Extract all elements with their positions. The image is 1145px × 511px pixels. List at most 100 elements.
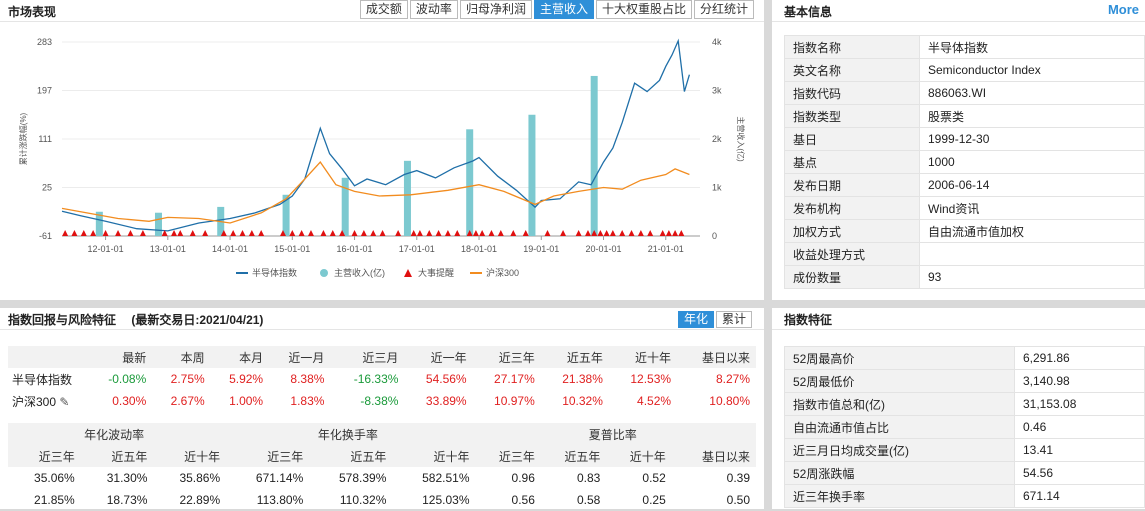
toggle-cumulative[interactable]: 累计 [715,311,752,328]
event-marker [370,230,377,236]
returns-cell: 10.97% [494,394,535,408]
basic-info-key: 发布机构 [784,196,920,220]
semiconductor-index-line [61,38,691,232]
risk-group-header: 夏普比率 [475,423,756,445]
risk-col-header: 近五年 [80,445,154,467]
returns-cell: 1.00% [229,394,264,408]
y-left-axis-label: 累计涨跌幅(%) [18,112,28,165]
revenue-bar [341,177,349,236]
event-marker [177,230,184,236]
risk-cell: 113.80% [256,493,304,507]
risk-cell: 0.58 [576,493,601,507]
y-right-tick-label: 0 [712,231,717,241]
returns-row-name[interactable]: 沪深300 ✎ [8,390,88,412]
event-marker [560,230,567,236]
x-tick-label: 19-01-01 [523,244,559,254]
returns-cell: 5.92% [229,372,264,386]
risk-group-header: 年化波动率 [8,423,227,445]
risk-cell: 0.25 [642,493,666,507]
returns-row-label: 半导体指数 [12,372,73,387]
basic-info-row: 英文名称 Semiconductor Index [784,58,1145,82]
feature-value: 6,291.86 [1014,346,1145,370]
basic-info-row: 基日 1999-12-30 [784,127,1145,151]
risk-group-header: 年化换手率 [226,423,476,445]
event-marker [220,230,227,236]
risk-col-header: 近五年 [309,445,393,467]
event-marker [307,230,314,236]
feature-value: 671.14 [1014,484,1145,508]
risk-subheader-row: 近三年 近五年 近十年 近三年 近五年 近十年 近三年 近五年 近十年 基日以来 [8,445,756,467]
basic-info-key: 发布日期 [784,173,920,197]
y-left-tick-label: 25 [42,183,52,193]
toggle-annualized[interactable]: 年化 [677,311,714,328]
y-left-tick-label: 197 [37,86,52,96]
event-marker [248,230,255,236]
risk-cell: 22.89% [179,493,221,507]
returns-cell: 21.38% [562,372,603,386]
returns-col-header [8,346,88,368]
returns-header-row: 最新 本周 本月 近一月 近三月 近一年 近三年 近五年 近十年 基日以来 [8,346,756,368]
edit-pencil-icon[interactable]: ✎ [56,394,70,409]
risk-cell: 0.50 [726,493,750,507]
event-marker [90,230,97,236]
risk-cell: 0.96 [511,471,535,485]
y-left-tick-label: -61 [39,231,52,241]
feature-key: 52周涨跌幅 [784,461,1015,485]
returns-title-text: 指数回报与风险特征 [8,313,117,327]
returns-cell: 1.83% [290,394,325,408]
basic-info-header: 基本信息 More [772,0,1145,22]
event-marker [127,230,134,236]
risk-cell: 35.06% [34,471,75,485]
tab-top10-weight[interactable]: 十大权重股占比 [595,0,692,19]
basic-info-key: 基点 [784,150,920,174]
legend-swatch [404,269,412,277]
tab-net-profit[interactable]: 归母净利润 [459,0,532,19]
risk-cell: 0.52 [642,471,666,485]
risk-cell: 31.30% [106,471,148,485]
event-marker [230,230,237,236]
basic-info-value: 1999-12-30 [919,127,1145,151]
tab-revenue[interactable]: 主营收入 [533,0,594,19]
tab-dividend[interactable]: 分红统计 [693,0,754,19]
revenue-bar [282,194,290,236]
risk-cell: 35.86% [179,471,221,485]
feature-value: 13.41 [1014,438,1145,462]
basic-info-value: 886063.WI [919,81,1145,105]
event-marker [239,230,246,236]
basic-info-row: 指数名称 半导体指数 [784,35,1145,59]
basic-info-panel: 基本信息 More 指数名称 半导体指数 英文名称 Semiconductor Ind… [772,0,1145,300]
basic-info-value: Semiconductor Index [919,58,1145,82]
event-marker [171,230,178,236]
basic-info-row: 基点 1000 [784,150,1145,174]
basic-info-key: 加权方式 [784,219,920,243]
risk-cell: 21.85% [34,493,75,507]
feature-key: 自由流通市值占比 [784,415,1015,439]
basic-info-key: 成份数量 [784,265,920,289]
y-right-axis-label: 主营收入(亿) [736,116,746,162]
basic-info-key: 指数类型 [784,104,920,128]
tab-turnover[interactable]: 成交额 [359,0,408,19]
event-marker [479,230,486,236]
returns-col-header: 近三月 [330,346,405,368]
returns-cell: 2.67% [170,394,205,408]
event-marker [426,230,433,236]
tab-volatility[interactable]: 波动率 [409,0,458,19]
event-marker [351,230,358,236]
event-marker [510,230,517,236]
market-panel: 市场表现 成交额 波动率 归母净利润 主营收入 十大权重股占比 分红统计 283… [0,0,764,300]
returns-row-name: 半导体指数 [8,368,88,390]
market-title: 市场表现 [8,5,57,19]
risk-cell: 671.14% [255,471,304,485]
event-marker [279,230,286,236]
more-link[interactable]: More [1107,2,1139,17]
event-marker [472,230,479,236]
x-tick-label: 13-01-01 [150,244,186,254]
returns-row-label: 沪深300 [12,394,57,409]
event-marker [619,230,626,236]
event-marker [379,230,386,236]
risk-group-row: 年化波动率 年化换手率 夏普比率 [8,423,756,445]
risk-col-header: 近十年 [392,445,476,467]
event-marker [628,230,635,236]
returns-cell: 54.56% [425,372,467,386]
last-trade-date: (最新交易日:2021/04/21) [131,313,264,327]
